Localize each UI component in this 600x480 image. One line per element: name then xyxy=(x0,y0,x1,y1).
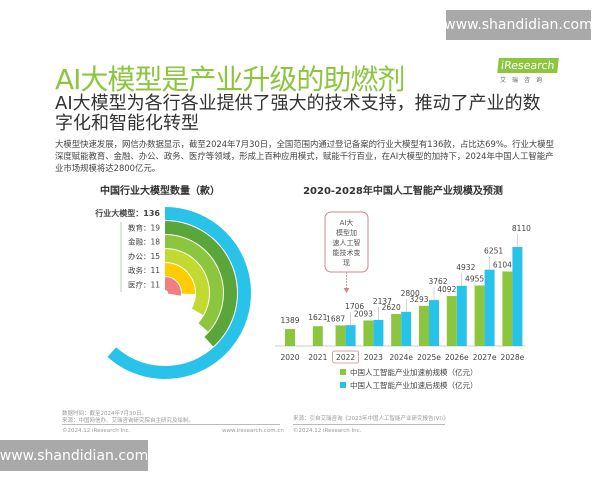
page-subtitle: AI大模型为各行各业提供了强大的技术支持，推动了产业的数字化和智能化转型 xyxy=(55,93,541,134)
summary-paragraph: 大模型快速发展，网信办数据显示，截至2024年7月30日，全国范围内通过登记备案… xyxy=(55,139,555,173)
radial-label: 行业大模型：136 xyxy=(94,208,160,218)
data-label-after: 1706 xyxy=(345,302,364,311)
watermark-top: www.shandidian.com xyxy=(444,10,593,40)
legend-label: 中国人工智能产业加速后规模（亿元） xyxy=(350,380,478,390)
bar-before-2026e xyxy=(446,296,457,346)
radial-label: 金融：18 xyxy=(128,237,160,247)
footer-divider-left xyxy=(62,424,280,425)
x-tick-label: 2020 xyxy=(280,353,299,362)
x-tick-label: 2022 xyxy=(336,353,355,362)
data-label-before: 6104 xyxy=(493,260,512,269)
bar-before-2028e xyxy=(502,271,513,346)
bar-after-2022 xyxy=(345,325,356,346)
radial-label: 教育：19 xyxy=(128,222,160,232)
bar-before-2027e xyxy=(474,285,485,346)
radial-bar-办公 xyxy=(165,249,209,315)
data-label-before: 4955 xyxy=(465,275,484,284)
x-tick-label: 2026e xyxy=(445,353,469,362)
data-label-before: 4092 xyxy=(437,285,456,294)
page-title: AI大模型是产业升级的助燃剂 xyxy=(55,63,405,96)
data-label-before: 2620 xyxy=(382,303,401,312)
bar-before-2022 xyxy=(335,325,346,346)
data-label-after: 2137 xyxy=(373,297,392,306)
data-label-after: 8110 xyxy=(512,224,531,233)
data-label-after: 6251 xyxy=(484,247,503,256)
data-label-after: 2800 xyxy=(401,289,420,298)
radial-bar-chart: 行业大模型：136 教育：19 金融：18 办公：15 政务：11 医疗：11 xyxy=(94,207,251,379)
x-tick-label: 2027e xyxy=(473,353,497,362)
x-tick-label: 2023 xyxy=(364,353,383,362)
watermark-bottom: www.shandidian.com xyxy=(0,440,148,471)
data-label-after: 4932 xyxy=(456,263,475,272)
radial-label: 政务：11 xyxy=(128,265,160,275)
footer-source-right: 来源：引自艾瑞咨询《2023年中国人工智能产业研究报告(VI)》 xyxy=(293,416,449,422)
data-label-before: 1389 xyxy=(280,316,299,325)
data-label-before: 2093 xyxy=(354,309,373,318)
radial-bar-医疗 xyxy=(165,277,181,296)
radial-bar-政务 xyxy=(165,263,195,295)
bar-after-2027e xyxy=(484,269,495,346)
radial-label: 办公：15 xyxy=(128,251,160,261)
radial-chart-title: 中国行业大模型数量（款） xyxy=(100,186,220,197)
bar-before-2020 xyxy=(285,329,295,346)
bar-after-2024e xyxy=(401,311,412,346)
x-tick-label: 2024e xyxy=(389,353,413,362)
bar-after-2026e xyxy=(456,285,467,346)
data-label-before: 1687 xyxy=(326,314,345,323)
highlight-box-2022 xyxy=(332,350,359,364)
data-label-after: 3762 xyxy=(428,277,447,286)
bar-before-2024e xyxy=(391,314,402,346)
bar-before-2025e xyxy=(419,305,429,346)
iresearch-logo: iResearch 艾瑞咨询 xyxy=(497,58,559,84)
radial-bar-行业大模型 xyxy=(107,207,251,379)
radial-bar-金融 xyxy=(165,235,223,332)
bar-before-2023 xyxy=(363,320,374,346)
footer-url: www.iresearch.com.cn xyxy=(222,428,284,434)
x-tick-label: 2028e xyxy=(501,353,525,362)
footer-copyright-right: ©2024.12 iResearch Inc. xyxy=(293,428,362,434)
arrow-head-icon xyxy=(343,288,350,293)
footer-copyright-left: ©2024.12 iResearch Inc. xyxy=(62,428,131,434)
data-label-before: 1621 xyxy=(308,313,327,322)
footer-divider-right xyxy=(293,424,445,425)
radial-bar-教育 xyxy=(165,221,237,347)
bar-after-2023 xyxy=(373,319,384,346)
bar-after-2028e xyxy=(512,247,523,346)
x-tick-label: 2025e xyxy=(417,353,441,362)
annotation-text: 速人工智 xyxy=(333,238,361,247)
bar-chart-title: 2020-2028年中国人工智能产业规模及预测 xyxy=(303,186,503,197)
footer-source-left: 来源：中国网信办、艾瑞咨询研究院自主研究及绘制。 xyxy=(62,418,195,424)
annotation-text: 能技术变 xyxy=(333,248,361,257)
radial-label: 医疗：11 xyxy=(128,280,160,290)
footer-date-note: 数据时间：截至2024年7月30日。 xyxy=(62,411,147,417)
legend-swatch xyxy=(340,369,346,375)
annotation-text: 模型加 xyxy=(336,228,357,237)
x-tick-label: 2021 xyxy=(308,353,327,362)
legend-swatch xyxy=(340,382,346,388)
logo-brand: iResearch xyxy=(497,58,559,73)
annotation-text: 现 xyxy=(343,259,350,267)
annotation-text: AI大 xyxy=(340,218,354,227)
data-label-before: 3293 xyxy=(409,295,428,304)
bar-before-2021 xyxy=(312,326,323,346)
logo-sub: 艾瑞咨询 xyxy=(500,77,549,84)
legend-label: 中国人工智能产业加速前规模（亿元） xyxy=(350,367,478,377)
bar-after-2025e xyxy=(429,300,439,346)
